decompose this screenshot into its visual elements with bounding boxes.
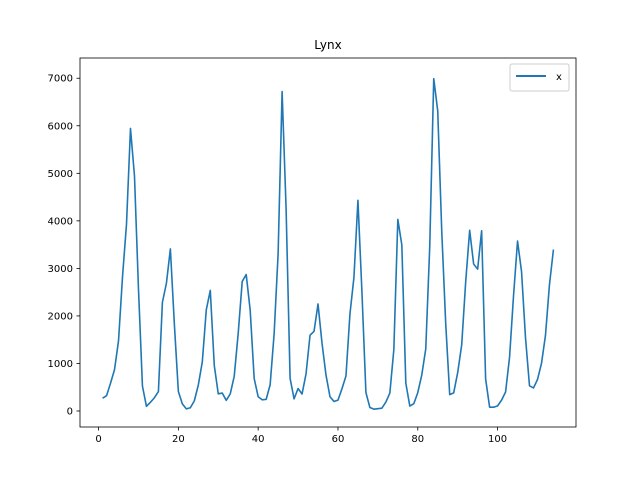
legend-box (509, 63, 570, 92)
x-tick-label: 100 (488, 434, 507, 445)
legend-label-x: x (556, 72, 562, 83)
plot-area (102, 77, 555, 410)
x-tick-label: 80 (411, 434, 424, 445)
x-tick-label: 0 (95, 434, 101, 445)
y-tick-label: 0 (67, 407, 73, 418)
x-tick-label: 60 (332, 434, 345, 445)
y-tick-label: 5000 (48, 169, 73, 180)
legend: x (509, 63, 570, 92)
x-tick-label: 20 (172, 434, 185, 445)
axes-frame (79, 57, 577, 428)
chart-title: Lynx (314, 38, 341, 52)
y-tick-label: 4000 (48, 216, 73, 227)
y-tick-label: 7000 (48, 74, 73, 85)
y-tick-label: 6000 (48, 121, 73, 132)
x-tick-label: 40 (252, 434, 265, 445)
series-line-x (102, 77, 555, 410)
y-tick-label: 3000 (48, 264, 73, 275)
axes: 0 20 40 60 80 1000100020003000400050006000700… (48, 57, 577, 445)
y-tick-label: 2000 (48, 311, 73, 322)
y-tick-label: 1000 (48, 359, 73, 370)
